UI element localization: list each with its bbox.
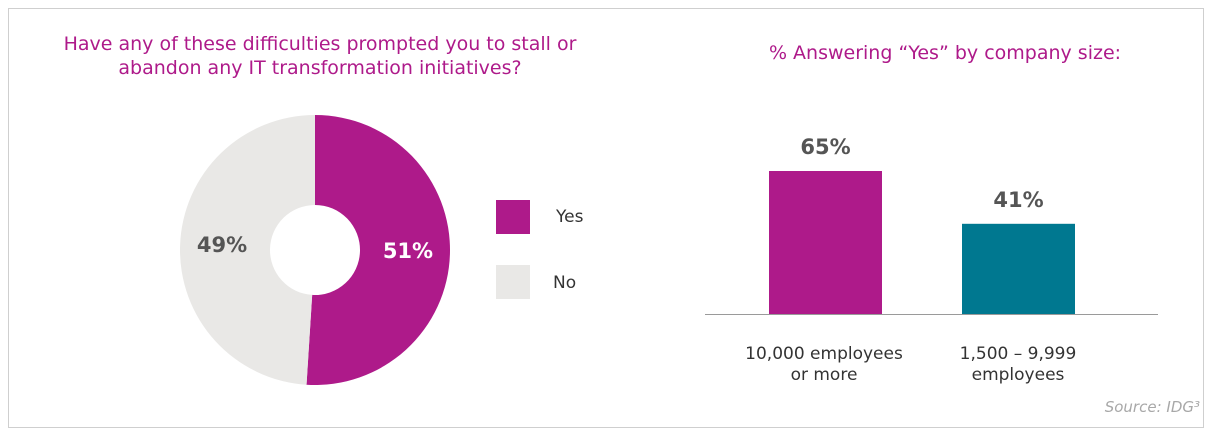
source-note: Source: IDG³ bbox=[1104, 398, 1200, 416]
bar-0 bbox=[769, 171, 882, 314]
bar-chart-title: % Answering “Yes” by company size: bbox=[768, 42, 1122, 64]
legend-label-yes: Yes bbox=[556, 207, 584, 227]
bar-chart bbox=[705, 171, 1158, 315]
bar-value-label-mid: 41% bbox=[993, 187, 1044, 212]
pie-label-yes: 51% bbox=[382, 238, 434, 263]
donut-chart bbox=[180, 115, 451, 385]
chart-frame bbox=[8, 8, 1204, 428]
bar-value-label-large: 65% bbox=[800, 135, 851, 159]
legend-label-no: No bbox=[553, 273, 577, 293]
category-label-large-line-2: or more bbox=[790, 365, 858, 385]
pie-chart-title: Have any of these difficulties prompted … bbox=[0, 32, 640, 80]
pie-chart-title-line-1: Have any of these difficulties prompted … bbox=[63, 33, 577, 55]
pie-label-no: 49% bbox=[196, 233, 248, 258]
pie-slice-no bbox=[180, 115, 315, 385]
category-label-mid-line-1: 1,500 – 9,999 bbox=[959, 344, 1077, 364]
category-label-mid: 1,500 – 9,999 employees bbox=[933, 344, 1103, 386]
category-label-large: 10,000 employees or more bbox=[739, 344, 909, 386]
bar-1 bbox=[962, 223, 1075, 314]
category-label-mid-line-2: employees bbox=[971, 365, 1065, 385]
legend-swatch-no bbox=[496, 265, 530, 299]
legend-swatch-yes bbox=[496, 200, 530, 234]
category-label-large-line-1: 10,000 employees bbox=[745, 344, 903, 364]
pie-slice-yes bbox=[306, 115, 451, 385]
pie-chart-title-line-2: abandon any IT transformation initiative… bbox=[118, 57, 522, 79]
